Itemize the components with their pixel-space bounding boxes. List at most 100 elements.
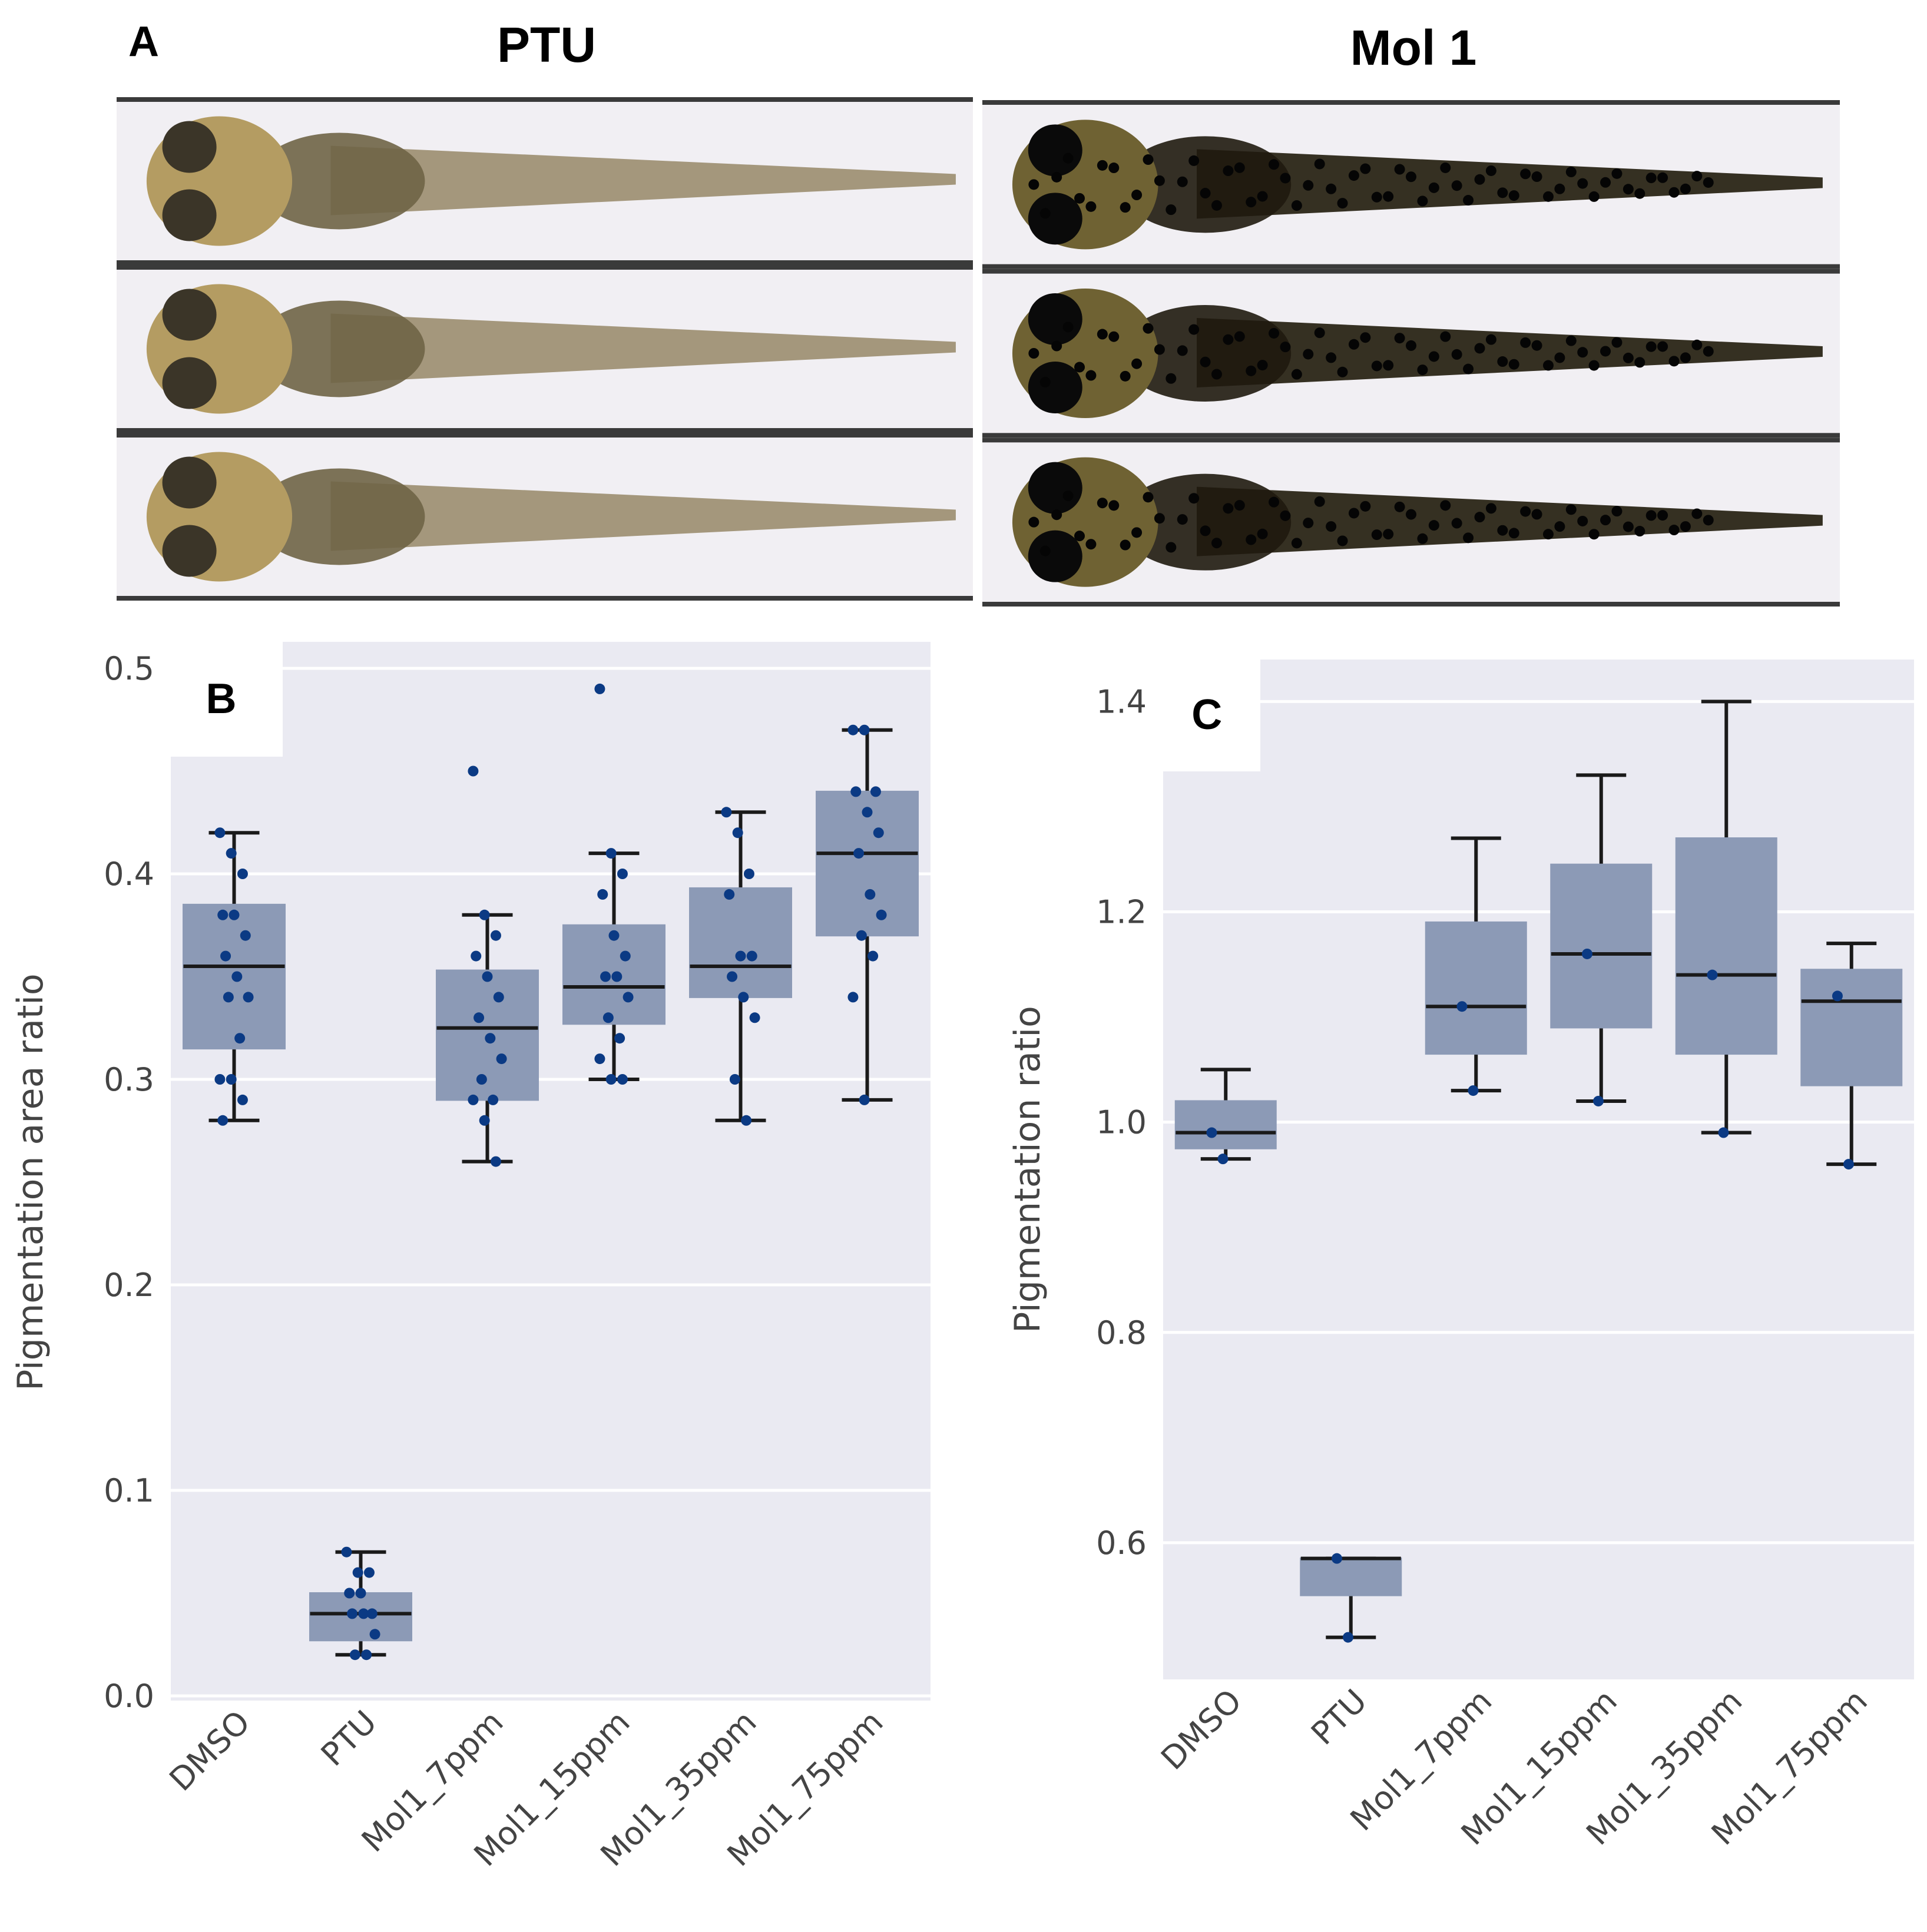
pigment-speck	[1508, 190, 1519, 201]
data-point	[237, 1094, 248, 1105]
data-point	[873, 827, 884, 839]
pigment-speck	[1028, 179, 1039, 190]
data-point	[1468, 1085, 1479, 1096]
larva-body	[1119, 136, 1292, 233]
pigment-speck	[1440, 331, 1451, 342]
pigment-speck	[1577, 515, 1588, 526]
pigment-speck	[1234, 162, 1245, 173]
pigment-speck	[1520, 337, 1531, 348]
data-point	[865, 889, 876, 900]
data-point	[237, 869, 248, 879]
pigment-speck	[1497, 187, 1508, 198]
pigment-speck	[1497, 356, 1508, 367]
pigment-speck	[1051, 340, 1062, 352]
pigment-speck	[1188, 155, 1200, 166]
pigment-speck	[1680, 521, 1691, 532]
pigment-speck	[1611, 337, 1623, 348]
pigment-speck	[1143, 154, 1154, 165]
pigment-speck	[1668, 356, 1680, 367]
pigment-speck	[1188, 493, 1200, 504]
panel-letter-box	[171, 642, 283, 757]
data-point	[623, 992, 634, 1003]
data-point	[214, 827, 226, 839]
pigment-speck	[1234, 500, 1245, 511]
data-point	[735, 950, 746, 962]
data-point	[856, 930, 867, 941]
data-point	[594, 1053, 605, 1065]
larva-tail	[1197, 486, 1823, 556]
larva-body	[253, 132, 425, 230]
larva-tail	[330, 481, 956, 551]
pigment-speck	[1600, 515, 1611, 526]
pigment-speck	[1348, 170, 1359, 181]
pigment-speck	[1634, 526, 1645, 537]
data-point	[363, 1567, 375, 1578]
tube-wall-bottom	[117, 428, 973, 433]
larva-tail	[330, 313, 956, 383]
data-point	[727, 971, 738, 982]
pigment-speck	[1623, 184, 1634, 195]
pigment-speck	[1634, 188, 1645, 199]
pigment-speck	[1680, 352, 1691, 363]
data-point	[1707, 969, 1718, 980]
pigment-speck	[1691, 171, 1703, 182]
data-point	[361, 1649, 372, 1661]
pigment-speck	[1645, 173, 1657, 184]
pigment-speck	[1428, 520, 1439, 531]
pigment-speck	[1440, 162, 1451, 173]
pigment-speck	[1485, 165, 1496, 176]
y-tick-label: 0.8	[1096, 1314, 1147, 1351]
data-point	[347, 1608, 358, 1619]
panel-letter-box	[1163, 660, 1260, 771]
pigment-speck	[1062, 153, 1074, 164]
pigment-speck	[1188, 324, 1200, 335]
larva-tube-row	[982, 100, 1840, 269]
tube-wall-top	[982, 438, 1840, 443]
pigment-speck	[1269, 159, 1280, 170]
pigment-speck	[1166, 542, 1177, 553]
larva-eye	[162, 456, 217, 509]
data-point	[471, 950, 482, 962]
pigment-speck	[1257, 191, 1268, 202]
pigment-speck	[1291, 200, 1302, 211]
pigment-speck	[1520, 168, 1531, 180]
pigment-speck	[1303, 349, 1314, 360]
pigment-speck	[1097, 329, 1108, 340]
pigment-speck	[1440, 500, 1451, 511]
pigment-speck	[1280, 342, 1291, 353]
pigment-speck	[1360, 332, 1371, 343]
pigment-speck	[1394, 164, 1405, 175]
pigment-speck	[1428, 182, 1439, 193]
data-point	[341, 1546, 352, 1557]
data-point	[490, 1156, 501, 1167]
pigment-speck	[1383, 191, 1394, 202]
pigment-speck	[1246, 197, 1257, 208]
pigment-speck	[1703, 346, 1714, 357]
pigment-speck	[1645, 341, 1657, 352]
box-iqr	[1300, 1557, 1402, 1596]
pigment-speck	[1668, 525, 1680, 536]
pigment-speck	[1565, 167, 1577, 178]
pigment-speck	[1223, 334, 1234, 345]
pigment-speck	[1531, 171, 1542, 183]
data-point	[226, 848, 237, 859]
pigment-speck	[1200, 525, 1211, 536]
pigment-speck	[1406, 509, 1416, 520]
larva-eye	[162, 289, 217, 341]
pigment-speck	[1200, 356, 1211, 367]
larva-eye	[1028, 362, 1082, 413]
data-point	[214, 1074, 226, 1085]
pigment-speck	[1326, 183, 1337, 194]
pigment-speck	[1406, 340, 1416, 351]
data-point	[611, 971, 623, 982]
tube-wall-bottom	[982, 602, 1840, 607]
data-point	[1843, 1159, 1854, 1170]
box-iqr	[1425, 921, 1527, 1055]
data-point	[243, 992, 254, 1003]
pigment-speck	[1246, 534, 1257, 545]
data-point	[876, 909, 887, 920]
pigment-speck	[1554, 521, 1565, 532]
pigment-speck	[1474, 512, 1485, 523]
pigment-speck	[1074, 193, 1085, 204]
data-point	[496, 1053, 507, 1065]
